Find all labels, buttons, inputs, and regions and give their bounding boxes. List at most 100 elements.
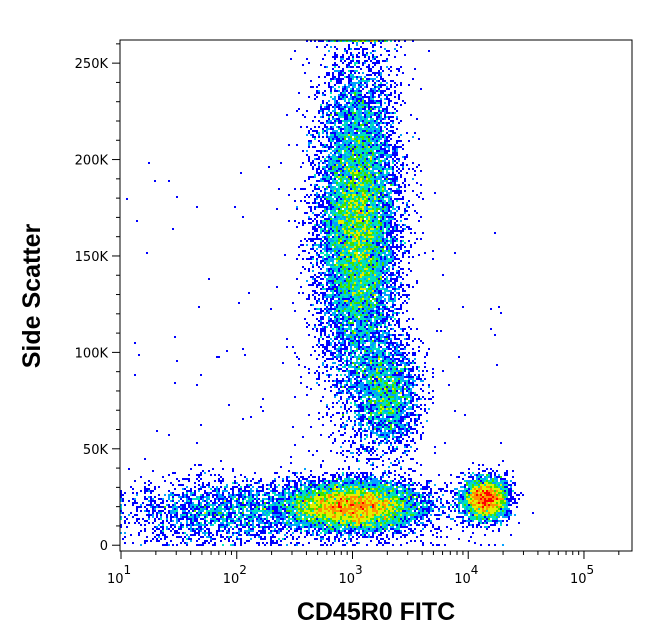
density-cell [378,252,380,254]
density-cell [386,220,388,222]
density-cell [380,194,382,196]
density-cell [364,360,366,362]
density-cell [374,234,376,236]
density-cell [394,182,396,184]
density-cell [366,74,368,76]
density-cell [388,230,390,232]
density-cell [342,270,344,272]
density-cell [376,212,378,214]
density-cell [338,80,340,82]
density-cell [386,326,388,328]
density-cell [344,240,346,242]
density-cell [354,48,356,50]
density-cell [346,282,348,284]
density-cell [318,140,320,142]
density-cell [384,116,386,118]
density-cell [346,136,348,138]
density-cell [332,384,334,386]
density-cell [362,400,364,402]
density-cell [374,346,376,348]
density-cell [396,170,398,172]
density-cell [368,288,370,290]
density-cell [338,196,340,198]
density-cell [362,116,364,118]
density-cell [380,384,382,386]
density-cell [386,242,388,244]
density-cell [334,314,336,316]
density-cell [378,310,380,312]
density-cell [342,386,344,388]
density-cell [322,328,324,330]
density-cell [376,358,378,360]
density-cell [348,124,350,126]
density-cell [360,110,362,112]
density-cell [312,244,314,246]
density-cell [330,190,332,192]
density-cell [370,212,372,214]
density-cell [330,114,332,116]
density-cell [348,190,350,192]
density-cell [380,298,382,300]
density-cell [386,40,388,42]
density-cell [368,174,370,176]
density-cell [328,72,330,74]
density-cell [364,178,366,180]
density-cell [350,242,352,244]
density-cell [378,400,380,402]
density-cell [374,366,376,368]
density-cell [348,366,350,368]
density-cell [360,138,362,140]
density-cell [370,194,372,196]
density-cell [332,86,334,88]
density-cell [368,134,370,136]
density-cell [316,236,318,238]
density-cell [340,260,342,262]
density-cell [350,148,352,150]
density-cell [368,196,370,198]
density-cell [360,160,362,162]
density-cell [400,236,402,238]
density-cell [340,214,342,216]
density-cell [398,324,400,326]
density-cell [356,308,358,310]
density-cell [388,348,390,350]
density-cell [356,146,358,148]
density-cell [390,260,392,262]
density-cell [384,190,386,192]
density-cell [402,278,404,280]
density-cell [358,322,360,324]
density-cell [334,206,336,208]
density-cell [354,84,356,86]
density-cell [358,220,360,222]
density-cell [374,112,376,114]
density-cell [378,232,380,234]
density-cell [394,256,396,258]
density-cell [344,270,346,272]
density-cell [338,158,340,160]
density-cell [386,138,388,140]
density-cell [338,356,340,358]
density-cell [314,174,316,176]
density-cell [302,162,304,164]
density-cell [386,282,388,284]
density-cell [388,134,390,136]
density-cell [360,364,362,366]
density-cell [358,408,360,410]
density-cell [350,184,352,186]
density-cell [384,250,386,252]
density-cell [370,262,372,264]
density-cell [368,280,370,282]
density-cell [360,270,362,272]
density-cell [322,128,324,130]
density-cell [394,348,396,350]
density-cell [306,386,308,388]
density-cell [362,338,364,340]
density-cell [352,278,354,280]
density-cell [326,146,328,148]
density-cell [348,154,350,156]
density-cell [402,302,404,304]
density-cell [346,112,348,114]
density-cell [336,384,338,386]
density-cell [336,250,338,252]
